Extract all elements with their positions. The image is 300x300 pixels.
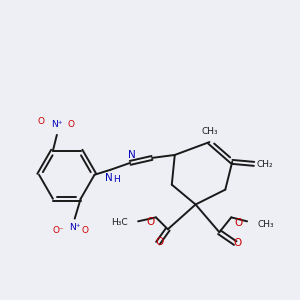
Text: CH₃: CH₃ xyxy=(257,220,274,229)
Text: O: O xyxy=(67,121,74,130)
Text: O: O xyxy=(233,238,241,248)
Text: N: N xyxy=(128,150,136,160)
Text: O: O xyxy=(81,226,88,235)
Text: CH₂: CH₂ xyxy=(256,160,273,169)
Text: O: O xyxy=(234,218,242,228)
Text: N: N xyxy=(104,173,112,183)
Text: N⁺: N⁺ xyxy=(69,223,80,232)
Text: H: H xyxy=(113,175,120,184)
Text: O: O xyxy=(147,217,155,227)
Text: CH₃: CH₃ xyxy=(201,127,218,136)
Text: O⁻: O⁻ xyxy=(53,226,65,235)
Text: O: O xyxy=(156,237,164,247)
Text: N⁺: N⁺ xyxy=(51,121,63,130)
Text: H₃C: H₃C xyxy=(112,218,128,227)
Text: O: O xyxy=(38,116,44,125)
